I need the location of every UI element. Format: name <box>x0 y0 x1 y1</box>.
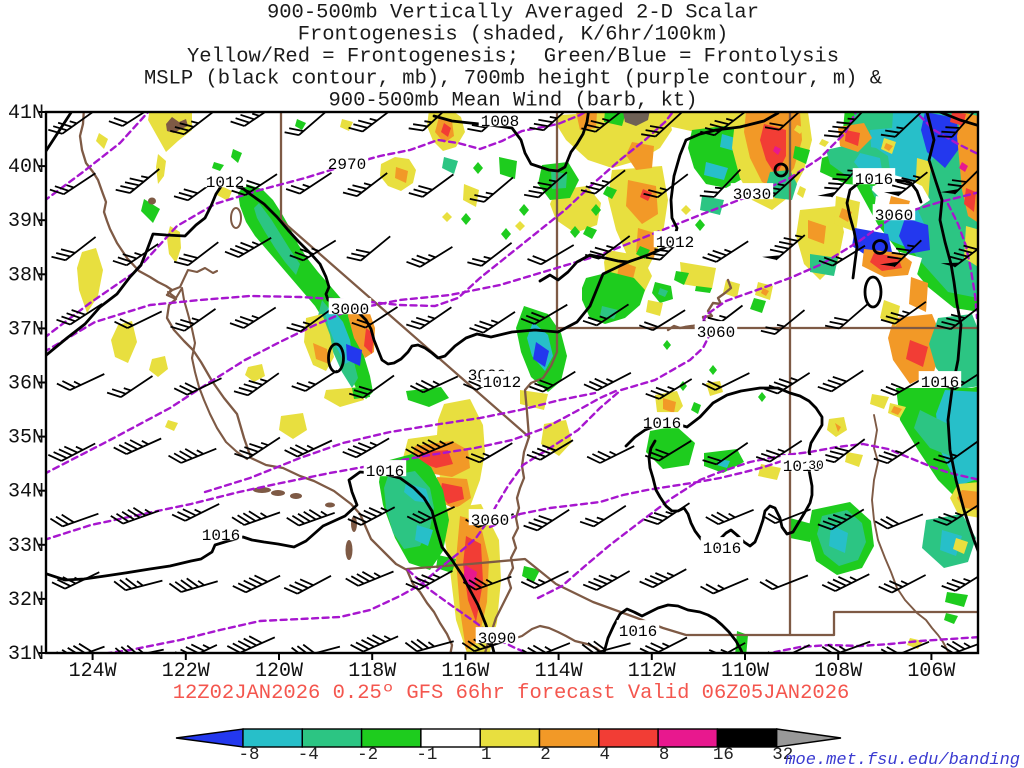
svg-text:39N: 39N <box>8 210 44 233</box>
svg-text:1016: 1016 <box>202 527 240 545</box>
svg-text:1016: 1016 <box>855 171 893 189</box>
svg-text:32: 32 <box>772 745 793 765</box>
svg-text:1012: 1012 <box>656 234 694 252</box>
svg-text:106W: 106W <box>907 660 955 683</box>
svg-text:1008: 1008 <box>481 113 519 131</box>
svg-text:3000: 3000 <box>331 301 369 319</box>
svg-text:2: 2 <box>540 745 551 765</box>
svg-text:3060: 3060 <box>697 324 735 342</box>
svg-text:41N: 41N <box>8 102 44 125</box>
svg-text:108W: 108W <box>814 660 862 683</box>
svg-text:110W: 110W <box>721 660 769 683</box>
svg-text:3060: 3060 <box>471 512 509 530</box>
svg-text:-8: -8 <box>238 745 259 765</box>
svg-text:120W: 120W <box>255 660 303 683</box>
svg-text:MSLP (black contour, mb), 700m: MSLP (black contour, mb), 700mb height (… <box>144 68 882 91</box>
svg-text:122W: 122W <box>162 660 210 683</box>
svg-text:Yellow/Red = Frontogenesis; G: Yellow/Red = Frontogenesis; Green/Blue =… <box>187 46 839 69</box>
svg-text:900-500mb Vertically Averaged: 900-500mb Vertically Averaged 2-D Scalar <box>267 2 759 25</box>
svg-text:32N: 32N <box>8 589 44 612</box>
svg-text:1016: 1016 <box>921 374 959 392</box>
svg-text:35N: 35N <box>8 427 44 450</box>
svg-text:3030: 3030 <box>733 186 771 204</box>
svg-text:1016: 1016 <box>366 463 404 481</box>
svg-text:38N: 38N <box>8 264 44 287</box>
svg-text:4: 4 <box>600 745 611 765</box>
svg-text:-4: -4 <box>298 745 319 765</box>
svg-text:30: 30 <box>808 458 824 473</box>
svg-text:114W: 114W <box>535 660 583 683</box>
svg-text:37N: 37N <box>8 318 44 341</box>
svg-text:118W: 118W <box>348 660 396 683</box>
svg-text:112W: 112W <box>628 660 676 683</box>
svg-text:1016: 1016 <box>643 415 681 433</box>
svg-text:1: 1 <box>481 745 492 765</box>
svg-text:12Z02JAN2026 0.25º GFS 66hr fo: 12Z02JAN2026 0.25º GFS 66hr forecast Val… <box>173 682 850 705</box>
svg-text:124W: 124W <box>69 660 117 683</box>
svg-text:moe.met.fsu.edu/banding: moe.met.fsu.edu/banding <box>785 751 1020 768</box>
svg-text:3060: 3060 <box>875 207 913 225</box>
svg-text:1012: 1012 <box>206 174 244 192</box>
svg-text:31N: 31N <box>8 643 44 666</box>
svg-text:1016: 1016 <box>703 540 741 558</box>
svg-text:1016: 1016 <box>619 623 657 641</box>
svg-text:116W: 116W <box>441 660 489 683</box>
svg-text:2970: 2970 <box>328 156 366 174</box>
svg-text:1012: 1012 <box>483 374 521 392</box>
svg-text:34N: 34N <box>8 481 44 504</box>
svg-text:8: 8 <box>659 745 670 765</box>
svg-text:40N: 40N <box>8 156 44 179</box>
svg-text:-2: -2 <box>357 745 378 765</box>
svg-text:3090: 3090 <box>478 630 516 648</box>
svg-text:-1: -1 <box>416 745 437 765</box>
svg-text:900-500mb Mean Wind (barb, kt): 900-500mb Mean Wind (barb, kt) <box>328 90 697 113</box>
svg-text:Frontogenesis (shaded, K/6hr/1: Frontogenesis (shaded, K/6hr/100km) <box>298 24 729 47</box>
svg-text:33N: 33N <box>8 535 44 558</box>
svg-text:36N: 36N <box>8 373 44 396</box>
svg-text:16: 16 <box>713 745 734 765</box>
